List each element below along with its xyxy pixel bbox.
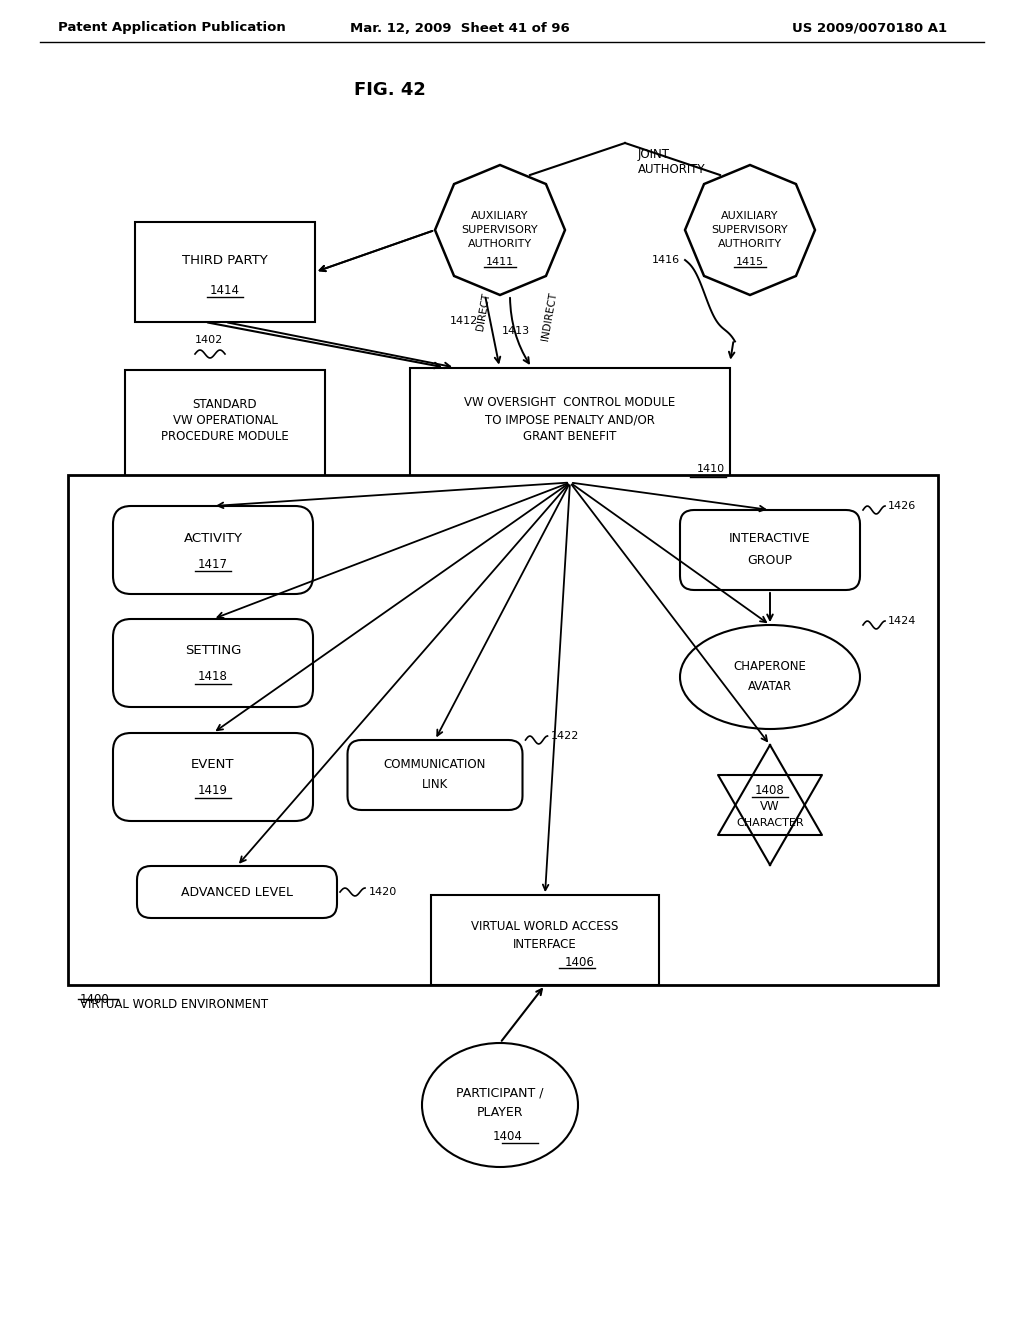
Text: VIRTUAL WORLD ACCESS: VIRTUAL WORLD ACCESS	[471, 920, 618, 932]
Text: PLAYER: PLAYER	[477, 1106, 523, 1119]
Text: STANDARD: STANDARD	[193, 399, 257, 412]
Text: 1418: 1418	[198, 671, 228, 684]
Text: INTERFACE: INTERFACE	[513, 937, 577, 950]
Polygon shape	[435, 165, 565, 294]
Text: 1404: 1404	[494, 1130, 523, 1143]
Text: 1400: 1400	[80, 993, 110, 1006]
FancyBboxPatch shape	[113, 619, 313, 708]
Text: COMMUNICATION: COMMUNICATION	[384, 759, 486, 771]
Text: SUPERVISORY: SUPERVISORY	[462, 224, 539, 235]
FancyBboxPatch shape	[410, 367, 730, 483]
Text: 1402: 1402	[195, 335, 223, 345]
Text: 1416: 1416	[652, 255, 680, 265]
Text: AVATAR: AVATAR	[748, 681, 792, 693]
Text: VW: VW	[760, 800, 780, 813]
Text: 1417: 1417	[198, 557, 228, 570]
Polygon shape	[718, 775, 822, 865]
Text: AUXILIARY: AUXILIARY	[721, 211, 778, 220]
Text: AUTHORITY: AUTHORITY	[468, 239, 532, 249]
FancyBboxPatch shape	[680, 510, 860, 590]
FancyBboxPatch shape	[68, 475, 938, 985]
Text: US 2009/0070180 A1: US 2009/0070180 A1	[793, 21, 947, 34]
Text: AUTHORITY: AUTHORITY	[718, 239, 782, 249]
Text: 1422: 1422	[551, 731, 579, 741]
Text: THIRD PARTY: THIRD PARTY	[182, 253, 268, 267]
Text: CHARACTER: CHARACTER	[736, 818, 804, 828]
Text: INTERACTIVE: INTERACTIVE	[729, 532, 811, 544]
Ellipse shape	[680, 624, 860, 729]
FancyBboxPatch shape	[347, 741, 522, 810]
Polygon shape	[718, 744, 822, 836]
Text: 1412: 1412	[451, 317, 478, 326]
FancyBboxPatch shape	[113, 733, 313, 821]
Text: INDIRECT: INDIRECT	[541, 292, 559, 342]
Text: LINK: LINK	[422, 779, 449, 792]
Text: EVENT: EVENT	[191, 759, 234, 771]
Text: 1406: 1406	[565, 956, 595, 969]
Ellipse shape	[422, 1043, 578, 1167]
Text: 1415: 1415	[736, 257, 764, 267]
Text: TO IMPOSE PENALTY AND/OR: TO IMPOSE PENALTY AND/OR	[485, 413, 655, 426]
FancyBboxPatch shape	[135, 222, 315, 322]
Text: ADVANCED LEVEL: ADVANCED LEVEL	[181, 886, 293, 899]
Text: SETTING: SETTING	[184, 644, 242, 657]
Text: 1411: 1411	[486, 257, 514, 267]
Polygon shape	[685, 165, 815, 294]
Text: 1419: 1419	[198, 784, 228, 797]
Text: 1426: 1426	[888, 502, 916, 511]
FancyBboxPatch shape	[125, 370, 325, 480]
Text: SUPERVISORY: SUPERVISORY	[712, 224, 788, 235]
Text: PROCEDURE MODULE: PROCEDURE MODULE	[161, 430, 289, 444]
FancyBboxPatch shape	[431, 895, 659, 985]
Text: 1424: 1424	[888, 616, 916, 626]
Text: DIRECT: DIRECT	[475, 292, 492, 331]
Text: 1414: 1414	[210, 284, 240, 297]
Text: VW OVERSIGHT  CONTROL MODULE: VW OVERSIGHT CONTROL MODULE	[464, 396, 676, 409]
Text: Mar. 12, 2009  Sheet 41 of 96: Mar. 12, 2009 Sheet 41 of 96	[350, 21, 570, 34]
Text: PARTICIPANT /: PARTICIPANT /	[457, 1086, 544, 1100]
FancyBboxPatch shape	[113, 506, 313, 594]
Text: JOINT
AUTHORITY: JOINT AUTHORITY	[638, 148, 706, 176]
Text: 1408: 1408	[755, 784, 784, 797]
Text: Patent Application Publication: Patent Application Publication	[58, 21, 286, 34]
Text: VIRTUAL WORLD ENVIRONMENT: VIRTUAL WORLD ENVIRONMENT	[80, 998, 268, 1011]
Text: 1410: 1410	[697, 465, 725, 474]
Text: GRANT BENEFIT: GRANT BENEFIT	[523, 430, 616, 444]
FancyBboxPatch shape	[137, 866, 337, 917]
Text: CHAPERONE: CHAPERONE	[733, 660, 807, 673]
Text: ACTIVITY: ACTIVITY	[183, 532, 243, 544]
Text: GROUP: GROUP	[748, 553, 793, 566]
Text: AUXILIARY: AUXILIARY	[471, 211, 528, 220]
Text: 1420: 1420	[369, 887, 397, 898]
Text: VW OPERATIONAL: VW OPERATIONAL	[173, 414, 278, 428]
Text: 1413: 1413	[502, 326, 529, 337]
Text: FIG. 42: FIG. 42	[354, 81, 426, 99]
